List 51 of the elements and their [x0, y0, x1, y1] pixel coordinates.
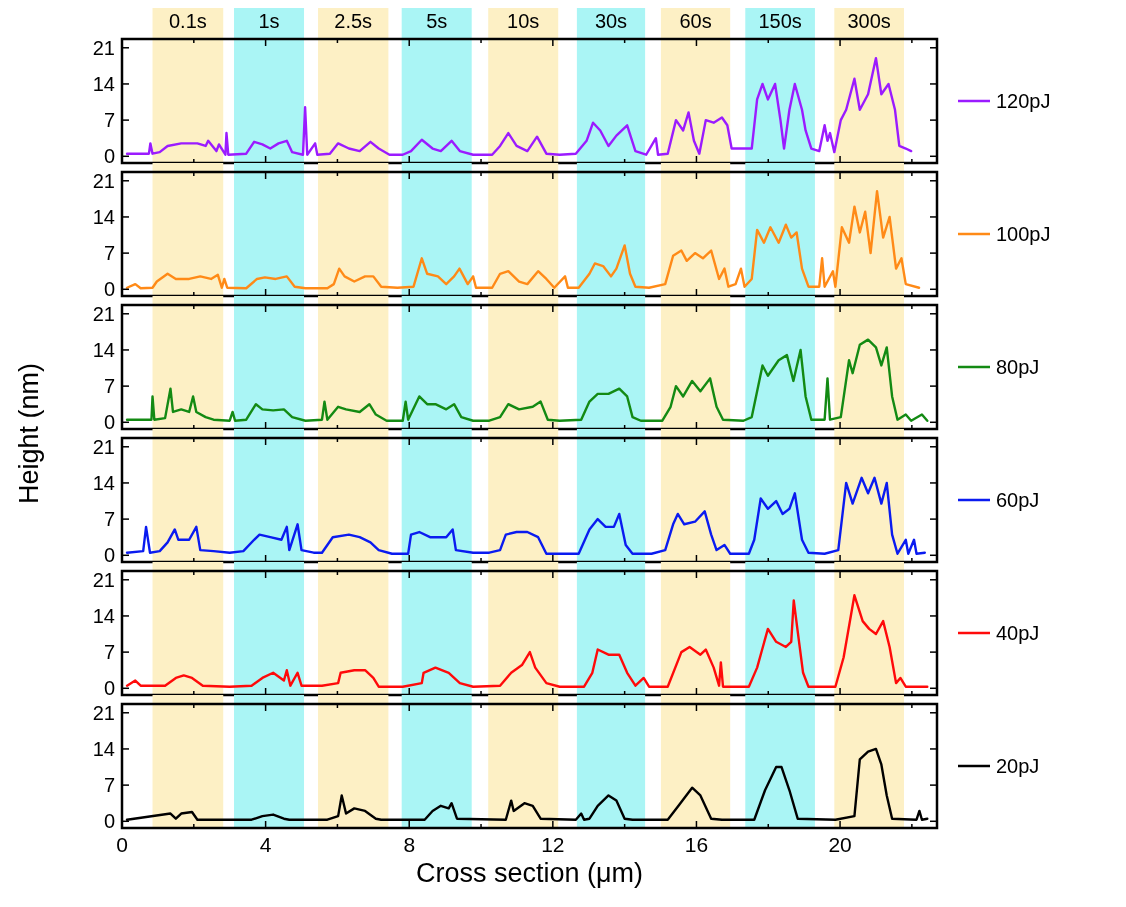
y-tick-label: 7	[103, 508, 115, 531]
y-tick-label: 7	[103, 641, 115, 664]
y-tick-label: 21	[92, 36, 115, 59]
line-series	[125, 338, 929, 422]
line-series	[125, 189, 921, 290]
band-label: 2.5s	[334, 10, 373, 32]
x-axis-title: Cross section (μm)	[415, 858, 644, 888]
y-tick-label: 21	[92, 701, 115, 724]
y-tick-label: 0	[103, 544, 115, 567]
legend-label: 20pJ	[996, 755, 1040, 777]
legend-label: 100pJ	[996, 223, 1051, 245]
y-tick-label: 21	[92, 568, 115, 591]
y-tick-label: 7	[103, 109, 115, 132]
band-label: 30s	[594, 10, 628, 32]
band-label: 1s	[258, 10, 280, 32]
band-label: 300s	[847, 10, 891, 32]
y-tick-label: 14	[92, 205, 115, 228]
y-tick-label: 7	[103, 242, 115, 265]
y-tick-label: 7	[103, 375, 115, 398]
x-tick-label: 8	[403, 833, 416, 856]
y-tick-label: 0	[103, 145, 115, 168]
y-tick-label: 21	[92, 435, 115, 458]
x-tick-label: 4	[259, 833, 272, 856]
y-tick-label: 14	[92, 604, 115, 627]
x-tick-label: 20	[828, 833, 852, 856]
band-label: 10s	[507, 10, 540, 32]
y-tick-label: 14	[92, 737, 115, 760]
y-tick-label: 0	[103, 677, 115, 700]
y-tick-label: 21	[92, 302, 115, 325]
band-label: 60s	[679, 10, 712, 32]
line-series	[125, 56, 913, 156]
y-axis-title: Height (nm)	[14, 362, 44, 505]
legend-label: 60pJ	[996, 489, 1040, 511]
band-label: 0.1s	[168, 10, 207, 32]
line-series	[125, 476, 926, 555]
y-tick-label: 21	[92, 169, 115, 192]
legend-label: 80pJ	[996, 356, 1040, 378]
band-label: 5s	[426, 10, 448, 32]
band-label: 150s	[758, 10, 802, 32]
legend-label: 40pJ	[996, 622, 1040, 644]
y-tick-label: 0	[103, 411, 115, 434]
y-tick-label: 7	[103, 774, 115, 797]
y-tick-label: 14	[92, 72, 115, 95]
x-tick-label: 16	[684, 833, 709, 856]
y-tick-label: 0	[103, 278, 115, 301]
y-tick-label: 14	[92, 338, 115, 361]
legend-label: 120pJ	[996, 90, 1051, 112]
line-series	[125, 594, 929, 688]
y-tick-label: 14	[92, 471, 115, 494]
y-tick-label: 0	[103, 810, 115, 833]
x-tick-label: 12	[541, 833, 565, 856]
